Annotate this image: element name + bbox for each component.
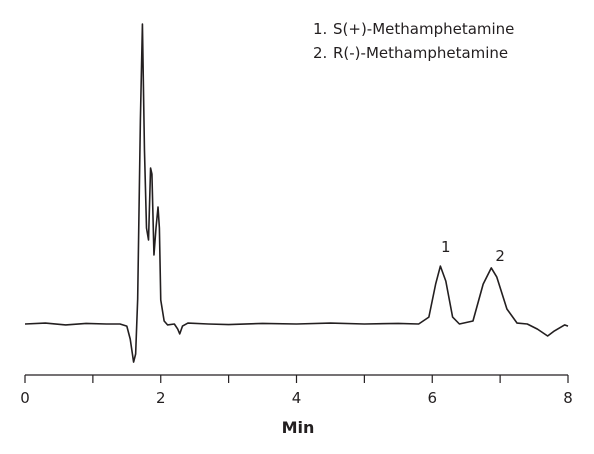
- x-tick-label: 8: [563, 389, 573, 407]
- legend-label: S(+)-Methamphetamine: [333, 20, 514, 38]
- x-axis-label: Min: [282, 418, 315, 437]
- x-tick-label: 4: [292, 389, 302, 407]
- peak-label: 2: [495, 247, 505, 265]
- peak-label: 1: [441, 238, 451, 256]
- x-tick-label: 6: [427, 389, 437, 407]
- chromatogram-line: [24, 23, 569, 363]
- x-tick-label: 0: [20, 389, 30, 407]
- legend-label: R(-)-Methamphetamine: [333, 44, 508, 62]
- x-tick-label: 2: [156, 389, 166, 407]
- legend-number: 2.: [313, 44, 327, 62]
- legend-number: 1.: [313, 20, 327, 38]
